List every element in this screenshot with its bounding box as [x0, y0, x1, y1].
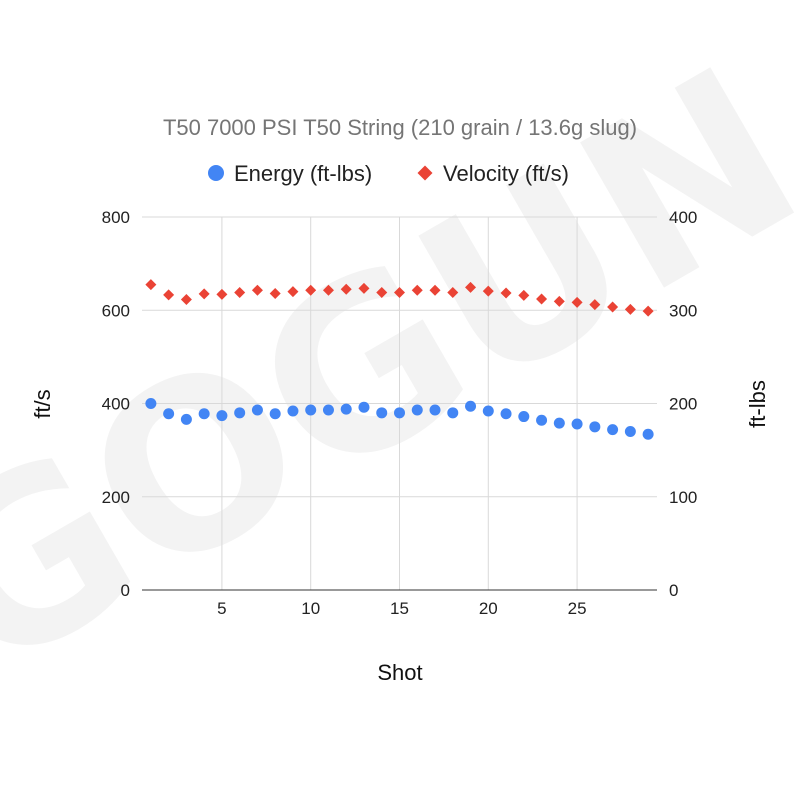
right-tick-label: 0	[669, 581, 678, 600]
energy-point	[322, 404, 334, 416]
velocity-point	[500, 287, 512, 299]
energy-point	[500, 408, 512, 420]
energy-point	[642, 428, 654, 440]
y-axis-label-right: ft-lbs	[745, 380, 770, 428]
x-tick-label: 15	[390, 599, 409, 618]
energy-point	[518, 411, 530, 423]
energy-point	[571, 418, 583, 430]
velocity-point	[607, 301, 619, 313]
velocity-point	[589, 299, 601, 311]
velocity-point	[180, 294, 192, 306]
series-layer	[145, 279, 654, 440]
velocity-point	[536, 293, 548, 305]
velocity-point	[642, 305, 654, 317]
energy-point	[163, 408, 175, 420]
velocity-point	[358, 282, 370, 294]
x-tick-label: 20	[479, 599, 498, 618]
velocity-point	[429, 284, 441, 296]
velocity-point	[251, 284, 263, 296]
energy-point	[411, 404, 423, 416]
velocity-point	[322, 284, 334, 296]
legend-energy-marker	[208, 165, 224, 181]
velocity-point	[145, 279, 157, 291]
energy-point	[234, 407, 246, 419]
velocity-point	[482, 285, 494, 297]
velocity-point	[234, 287, 246, 299]
velocity-point	[518, 289, 530, 301]
energy-point	[376, 407, 388, 419]
energy-point	[269, 408, 281, 420]
velocity-point	[305, 284, 317, 296]
legend: Energy (ft-lbs) Velocity (ft/s)	[208, 161, 569, 186]
x-axis-label: Shot	[377, 660, 422, 685]
left-tick-label: 200	[102, 488, 130, 507]
energy-point	[589, 421, 601, 433]
velocity-point	[269, 287, 281, 299]
left-axis-ticks: 0 200 400 600 800	[102, 208, 130, 600]
velocity-point	[411, 284, 423, 296]
velocity-point	[376, 287, 388, 299]
energy-point	[624, 425, 636, 437]
legend-velocity-marker	[417, 165, 433, 181]
energy-point	[198, 408, 210, 420]
energy-point	[607, 424, 619, 436]
energy-point	[180, 413, 192, 425]
energy-point	[358, 401, 370, 413]
velocity-point	[447, 287, 459, 299]
gridlines	[142, 216, 657, 591]
x-tick-label: 25	[568, 599, 587, 618]
velocity-point	[287, 286, 299, 298]
left-tick-label: 600	[102, 301, 130, 320]
energy-point	[287, 405, 299, 417]
x-tick-label: 10	[301, 599, 320, 618]
velocity-point	[394, 287, 405, 299]
velocity-point	[553, 295, 565, 307]
energy-point	[465, 400, 477, 412]
chart-title: T50 7000 PSI T50 String (210 grain / 13.…	[163, 115, 637, 140]
series-velocity	[145, 279, 654, 317]
energy-point	[394, 407, 405, 419]
velocity-point	[340, 283, 352, 295]
energy-point	[216, 410, 228, 422]
y-axis-label-left: ft/s	[30, 389, 55, 418]
right-axis-ticks: 0 100 200 300 400	[669, 208, 697, 600]
energy-point	[482, 405, 494, 417]
velocity-point	[465, 281, 477, 293]
left-tick-label: 400	[102, 395, 130, 414]
energy-point	[536, 414, 548, 426]
left-tick-label: 800	[102, 208, 130, 227]
series-energy	[145, 398, 654, 440]
right-tick-label: 200	[669, 395, 697, 414]
energy-point	[429, 404, 441, 416]
velocity-point	[624, 303, 636, 315]
legend-energy-label: Energy (ft-lbs)	[234, 161, 372, 186]
velocity-point	[571, 296, 583, 308]
velocity-point	[163, 289, 175, 301]
left-tick-label: 0	[121, 581, 130, 600]
right-tick-label: 400	[669, 208, 697, 227]
energy-point	[340, 403, 352, 415]
energy-point	[553, 417, 565, 429]
x-axis-ticks: 5 10 15 20 25	[217, 599, 586, 618]
energy-point	[305, 404, 317, 416]
velocity-point	[216, 288, 228, 300]
energy-point	[251, 404, 263, 416]
x-tick-label: 5	[217, 599, 226, 618]
energy-point	[447, 407, 459, 419]
right-tick-label: 100	[669, 488, 697, 507]
legend-velocity-label: Velocity (ft/s)	[443, 161, 569, 186]
velocity-point	[198, 288, 210, 300]
right-tick-label: 300	[669, 301, 697, 320]
energy-point	[145, 398, 157, 409]
